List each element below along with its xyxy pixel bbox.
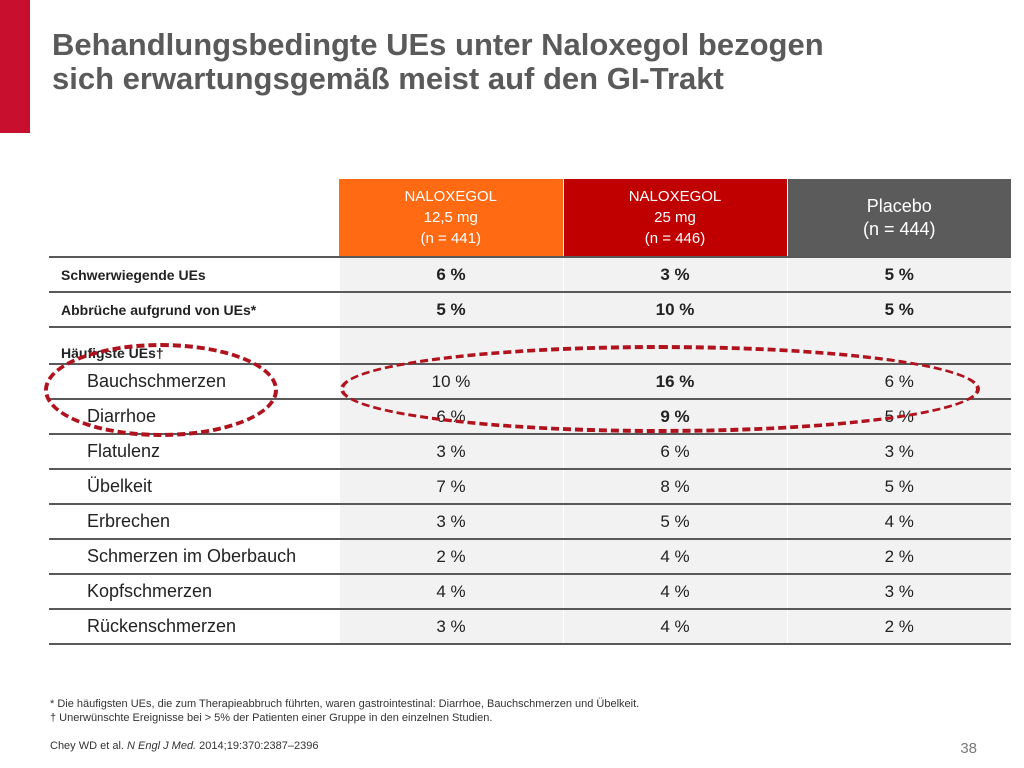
cell-value: 5 %: [786, 256, 1011, 293]
cell-value: 3 %: [338, 504, 563, 540]
cell-value: 2 %: [786, 609, 1011, 645]
row-label: Häufigste UEs†: [49, 327, 339, 365]
cell-value: [562, 327, 787, 365]
citation: Chey WD et al. N Engl J Med. 2014;19:370…: [50, 740, 318, 752]
cell-value: [338, 327, 563, 365]
cell-value: 5 %: [786, 292, 1011, 328]
row-label: Diarrhoe: [49, 399, 339, 435]
cell-value: 4 %: [338, 574, 563, 610]
cell-value: 7 %: [338, 469, 563, 505]
row-label: Kopfschmerzen: [49, 574, 339, 610]
table-row: Häufigste UEs†: [49, 327, 1011, 365]
cell-value: 6 %: [786, 364, 1011, 400]
cell-value: 5 %: [786, 469, 1011, 505]
table-row: Schwerwiegende UEs 6 % 3 % 5 %: [49, 256, 1011, 293]
cell-value: 10 %: [338, 364, 563, 400]
cell-value: 9 %: [562, 399, 787, 435]
row-label: Rückenschmerzen: [49, 609, 339, 645]
cell-value: [786, 327, 1011, 365]
cell-value: 5 %: [786, 399, 1011, 435]
table-row: Erbrechen 3 % 5 % 4 %: [49, 504, 1011, 540]
header-line: NALOXEGOL: [404, 188, 498, 205]
header-blank-cell: [49, 179, 339, 257]
accent-bar: [0, 0, 30, 133]
cell-value: 3 %: [786, 574, 1011, 610]
cell-value: 6 %: [338, 399, 563, 435]
table-header-row: NALOXEGOL 12,5 mg (n = 441) NALOXEGOL 25…: [49, 179, 1011, 257]
cell-value: 4 %: [786, 504, 1011, 540]
title-line-2: sich erwartungsgemäß meist auf den GI-Tr…: [52, 61, 724, 96]
cell-value: 3 %: [562, 256, 787, 293]
header-line: Placebo: [866, 195, 932, 216]
citation-journal: N Engl J Med.: [127, 740, 197, 752]
row-label: Erbrechen: [49, 504, 339, 540]
header-naloxegol-12-5mg: NALOXEGOL 12,5 mg (n = 441): [339, 179, 564, 257]
row-label: Flatulenz: [49, 434, 339, 470]
page-number: 38: [960, 740, 977, 757]
header-line: NALOXEGOL: [628, 188, 722, 205]
header-line: (n = 446): [644, 230, 706, 247]
cell-value: 6 %: [562, 434, 787, 470]
row-label: Schmerzen im Oberbauch: [49, 539, 339, 575]
cell-value: 5 %: [562, 504, 787, 540]
table-row: Bauchschmerzen 10 % 16 % 6 %: [49, 364, 1011, 400]
cell-value: 5 %: [338, 292, 563, 328]
cell-value: 4 %: [562, 574, 787, 610]
cell-value: 3 %: [786, 434, 1011, 470]
header-naloxegol-25mg: NALOXEGOL 25 mg (n = 446): [563, 179, 788, 257]
cell-value: 4 %: [562, 539, 787, 575]
row-label: Bauchschmerzen: [49, 364, 339, 400]
header-line: (n = 444): [862, 218, 936, 239]
cell-value: 2 %: [786, 539, 1011, 575]
table-row: Flatulenz 3 % 6 % 3 %: [49, 434, 1011, 470]
cell-value: 3 %: [338, 609, 563, 645]
table-row: Übelkeit 7 % 8 % 5 %: [49, 469, 1011, 505]
table-row: Diarrhoe 6 % 9 % 5 %: [49, 399, 1011, 435]
cell-value: 16 %: [562, 364, 787, 400]
header-line: 25 mg: [654, 209, 696, 226]
slide-title: Behandlungsbedingte UEs unter Naloxegol …: [52, 28, 952, 96]
footnote-dagger: † Unerwünschte Ereignisse bei > 5% der P…: [50, 712, 493, 724]
cell-value: 3 %: [338, 434, 563, 470]
citation-details: 2014;19:370:2387–2396: [196, 740, 319, 752]
table-row: Schmerzen im Oberbauch 2 % 4 % 2 %: [49, 539, 1011, 575]
adverse-events-table: NALOXEGOL 12,5 mg (n = 441) NALOXEGOL 25…: [49, 179, 1011, 645]
cell-value: 4 %: [562, 609, 787, 645]
table-row: Rückenschmerzen 3 % 4 % 2 %: [49, 609, 1011, 645]
header-line: 12,5 mg: [423, 209, 478, 226]
header-placebo: Placebo (n = 444): [787, 179, 1011, 257]
row-label: Abbrüche aufgrund von UEs*: [49, 292, 339, 328]
title-line-1: Behandlungsbedingte UEs unter Naloxegol …: [52, 27, 824, 62]
row-label: Schwerwiegende UEs: [49, 256, 339, 293]
cell-value: 8 %: [562, 469, 787, 505]
table-row: Kopfschmerzen 4 % 4 % 3 %: [49, 574, 1011, 610]
footnote-star: * Die häufigsten UEs, die zum Therapieab…: [50, 698, 640, 710]
row-label: Übelkeit: [49, 469, 339, 505]
citation-authors: Chey WD et al.: [50, 740, 128, 752]
footnotes: * Die häufigsten UEs, die zum Therapieab…: [50, 697, 639, 725]
cell-value: 10 %: [562, 292, 787, 328]
table-row: Abbrüche aufgrund von UEs* 5 % 10 % 5 %: [49, 292, 1011, 328]
header-line: (n = 441): [420, 230, 481, 247]
cell-value: 6 %: [338, 256, 563, 293]
cell-value: 2 %: [338, 539, 563, 575]
